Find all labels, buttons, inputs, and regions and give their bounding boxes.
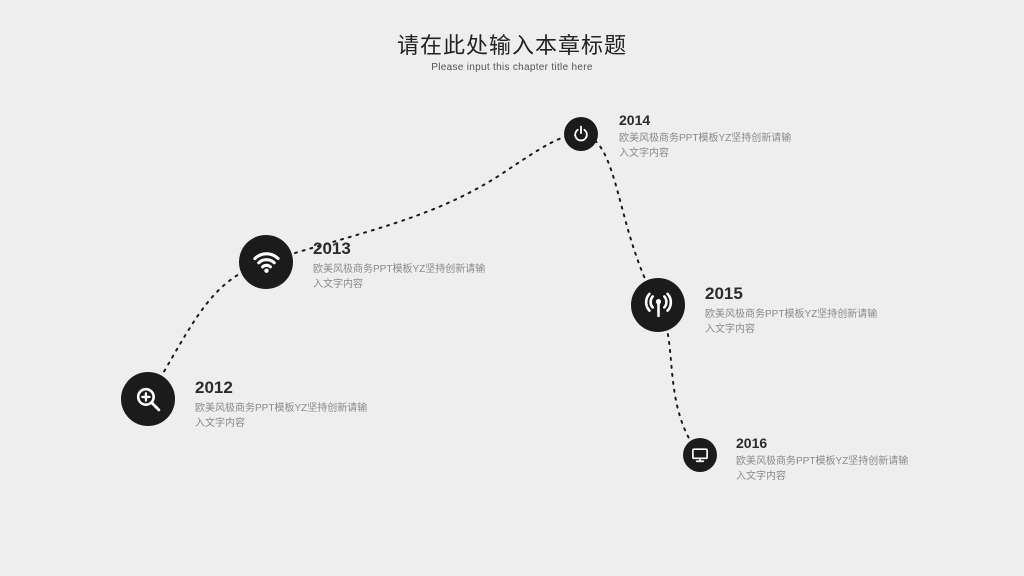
wifi-icon: [251, 247, 282, 278]
timeline-node-2012: [121, 372, 175, 426]
description-line: 欧美风极商务PPT模板YZ坚持创新请输: [195, 402, 425, 417]
title-block: 请在此处输入本章标题 Please input this chapter tit…: [397, 28, 627, 73]
year-heading: 2012: [195, 378, 425, 398]
timeline-label-2012: 2012 欧美风极商务PPT模板YZ坚持创新请输入文字内容: [195, 378, 425, 431]
description-text: 欧美风极商务PPT模板YZ坚持创新请输入文字内容: [705, 308, 935, 337]
description-line: 入文字内容: [195, 417, 425, 432]
broadcast-icon: [643, 290, 674, 321]
timeline-label-2016: 2016 欧美风极商务PPT模板YZ坚持创新请输入文字内容: [736, 435, 966, 484]
timeline-node-2013: [239, 235, 293, 289]
year-heading: 2016: [736, 435, 966, 451]
description-text: 欧美风极商务PPT模板YZ坚持创新请输入文字内容: [736, 455, 966, 484]
page-title: 请在此处输入本章标题: [397, 28, 627, 60]
description-line: 入文字内容: [736, 470, 966, 485]
description-line: 欧美风极商务PPT模板YZ坚持创新请输: [736, 455, 966, 470]
page-subtitle: Please input this chapter title here: [397, 62, 627, 73]
timeline-node-2015: [631, 278, 685, 332]
description-text: 欧美风极商务PPT模板YZ坚持创新请输入文字内容: [195, 402, 425, 431]
description-line: 入文字内容: [705, 323, 935, 338]
timeline-label-2014: 2014 欧美风极商务PPT模板YZ坚持创新请输入文字内容: [619, 112, 849, 161]
description-line: 入文字内容: [313, 278, 543, 293]
description-text: 欧美风极商务PPT模板YZ坚持创新请输入文字内容: [619, 132, 849, 161]
timeline-label-2013: 2013 欧美风极商务PPT模板YZ坚持创新请输入文字内容: [313, 239, 543, 292]
year-heading: 2014: [619, 112, 849, 128]
timeline-node-2016: [683, 438, 717, 472]
description-line: 入文字内容: [619, 147, 849, 162]
year-heading: 2015: [705, 284, 935, 304]
timeline-node-2014: [564, 117, 598, 151]
description-line: 欧美风极商务PPT模板YZ坚持创新请输: [705, 308, 935, 323]
power-icon: [571, 124, 591, 144]
search-plus-icon: [133, 384, 164, 415]
monitor-icon: [690, 445, 710, 465]
year-heading: 2013: [313, 239, 543, 259]
description-line: 欧美风极商务PPT模板YZ坚持创新请输: [619, 132, 849, 147]
description-line: 欧美风极商务PPT模板YZ坚持创新请输: [313, 263, 543, 278]
infographic-canvas: 请在此处输入本章标题 Please input this chapter tit…: [0, 0, 1024, 576]
description-text: 欧美风极商务PPT模板YZ坚持创新请输入文字内容: [313, 263, 543, 292]
timeline-label-2015: 2015 欧美风极商务PPT模板YZ坚持创新请输入文字内容: [705, 284, 935, 337]
